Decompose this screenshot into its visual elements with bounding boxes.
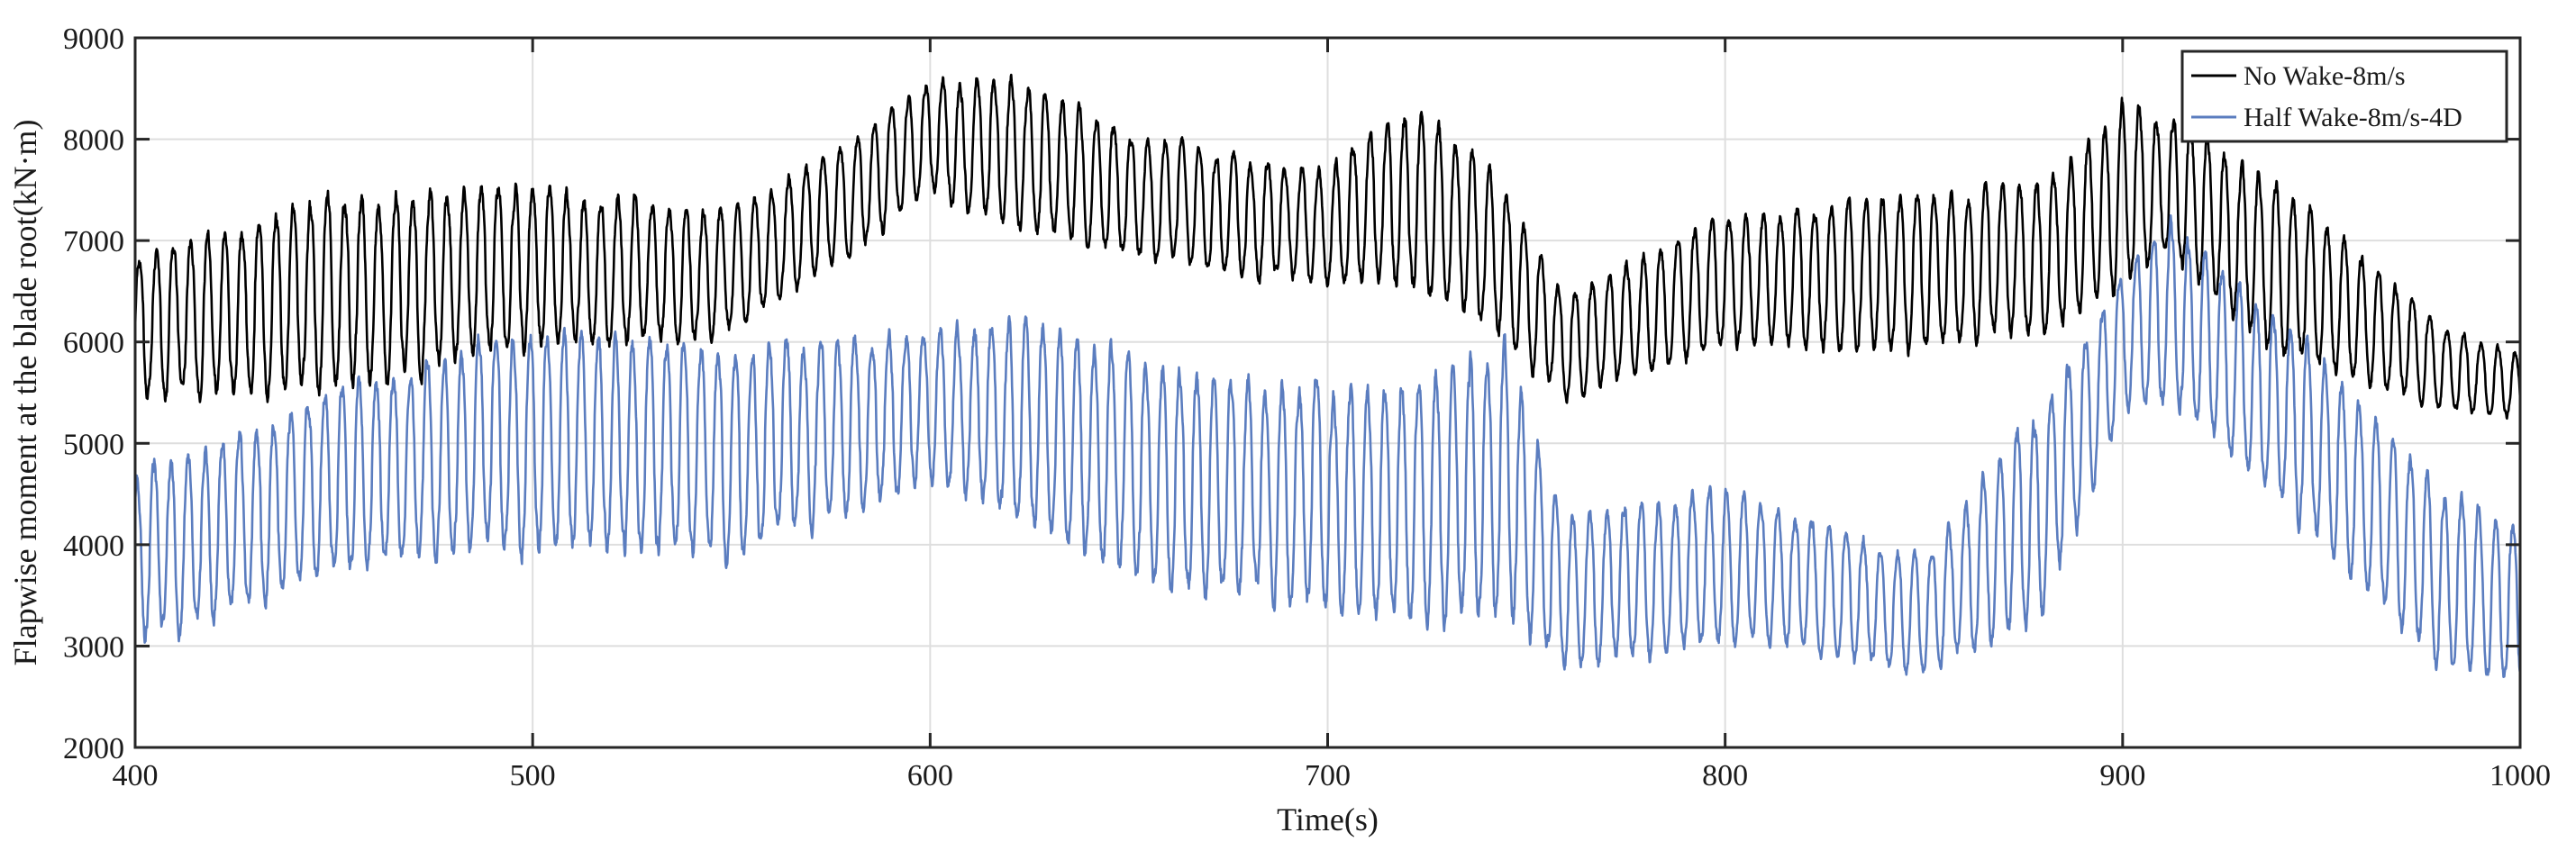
- x-tick-label: 900: [2099, 759, 2145, 792]
- x-tick-label: 500: [510, 759, 556, 792]
- x-tick-label: 700: [1305, 759, 1351, 792]
- y-tick-label: 2000: [63, 732, 124, 765]
- x-axis-label: Time(s): [1277, 801, 1379, 837]
- x-tick-label: 1000: [2490, 759, 2551, 792]
- y-tick-label: 3000: [63, 630, 124, 664]
- series-lines: [133, 73, 2522, 679]
- y-axis-label: Flapwise moment at the blade root(kN·m): [7, 120, 43, 666]
- y-tick-label: 5000: [63, 428, 124, 461]
- legend-box: [2180, 50, 2508, 143]
- x-tick-label: 600: [907, 759, 953, 792]
- y-tick-label: 6000: [63, 327, 124, 360]
- y-tick-label: 7000: [63, 225, 124, 258]
- axis-ticks: [133, 36, 2522, 749]
- series-line-half-wake: [133, 214, 2522, 679]
- y-tick-label: 8000: [63, 124, 124, 158]
- legend: No Wake-8m/s Half Wake-8m/s-4D: [2180, 50, 2508, 143]
- x-tick-label: 400: [113, 759, 159, 792]
- y-tick-label: 4000: [63, 530, 124, 563]
- legend-label-half-wake: Half Wake-8m/s-4D: [2244, 103, 2462, 132]
- y-tick-label: 9000: [63, 23, 124, 56]
- tick-labels: 400 500 600 700 800 900 1000 2000 3000 4000 5000 60…: [63, 23, 2551, 792]
- legend-label-no-wake: No Wake-8m/s: [2244, 61, 2406, 91]
- series-line-no-wake: [133, 73, 2522, 421]
- x-tick-label: 800: [1702, 759, 1748, 792]
